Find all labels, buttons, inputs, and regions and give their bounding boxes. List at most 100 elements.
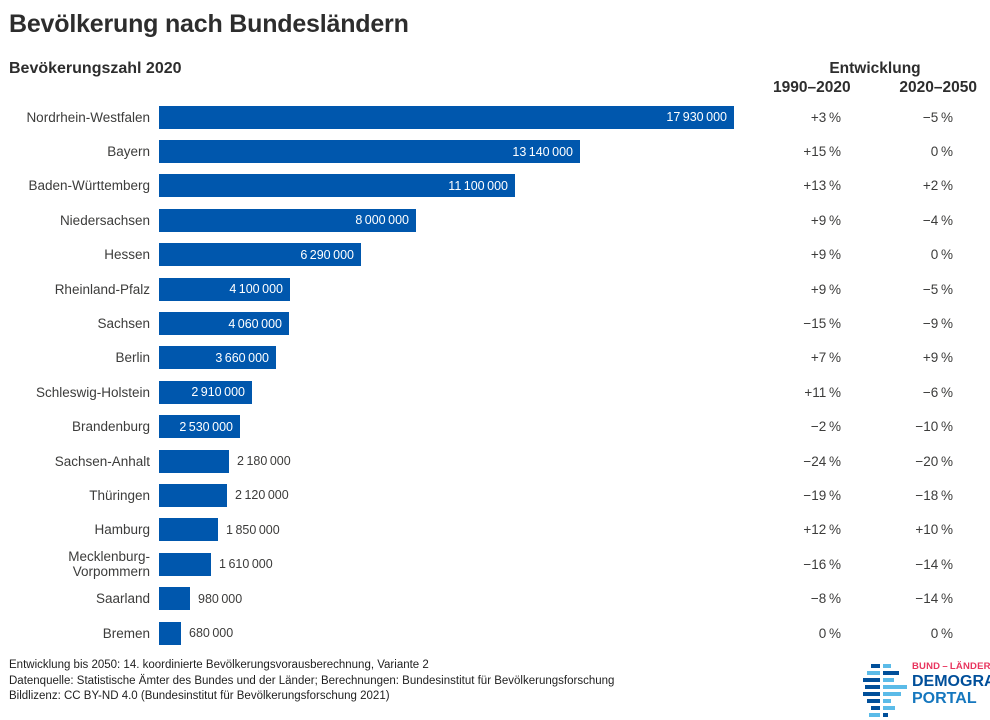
bar-value-label: 6 290 000	[300, 247, 354, 262]
bar-track: 17 930 000	[159, 105, 746, 129]
bar-value-label: 1 850 000	[226, 522, 280, 537]
logo-icon-segment	[883, 692, 901, 696]
logo-icon-segment	[867, 699, 880, 703]
state-label: Baden-Württemberg	[28, 178, 150, 194]
population-bar: 2 910 000	[159, 380, 252, 404]
pct-2020-2050: −5 %	[922, 109, 953, 125]
logo-icon-left-cell	[862, 664, 880, 668]
bar-track: 680 000	[159, 621, 746, 645]
pct-2020-2050: −4 %	[922, 212, 953, 228]
logo-icon-segment	[883, 664, 891, 668]
logo-icon-segment	[883, 671, 899, 675]
logo-text: BUND – LÄNDER DEMOGRAFIE PORTAL	[912, 661, 990, 708]
bar-track: 11 100 000	[159, 174, 746, 198]
state-label: Schleswig-Holstein	[35, 384, 150, 400]
logo-demografie: DEMOGRAFIE	[912, 673, 990, 690]
pct-1990-2020: −19 %	[803, 487, 841, 503]
chart-row: Saarland 980 000 −8 % −14 %	[0, 581, 953, 615]
demografie-portal-logo: BUND – LÄNDER DEMOGRAFIE PORTAL	[862, 661, 990, 717]
state-label: Nordrhein-Westfalen	[26, 109, 150, 125]
logo-icon-segment	[867, 671, 880, 675]
logo-icon-left-cell	[862, 685, 880, 689]
footnote-line-3: Bildlizenz: CC BY-ND 4.0 (Bundesinstitut…	[9, 690, 390, 703]
pct-1990-2020: −15 %	[803, 316, 841, 332]
logo-icon-left-cell	[862, 699, 880, 703]
logo-icon-right-cell	[883, 678, 908, 682]
state-label: Hamburg	[94, 522, 150, 538]
development-header-years: 1990–2020 2020–2050	[773, 79, 977, 97]
pct-2020-2050: −14 %	[915, 591, 953, 607]
bar-value-label: 4 100 000	[229, 282, 283, 297]
bar-value-label: 2 530 000	[179, 419, 233, 434]
logo-icon-segment	[865, 685, 880, 689]
logo-icon-right-cell	[883, 713, 908, 717]
development-column-header: Entwicklung 1990–2020 2020–2050	[773, 60, 977, 97]
logo-icon-left-cell	[862, 713, 880, 717]
population-bar	[159, 449, 229, 473]
chart-row: Mecklenburg-Vorpommern 1 610 000 −16 % −14 …	[0, 547, 953, 581]
pct-2020-2050: 0 %	[930, 625, 953, 641]
col-header-2020-2050: 2020–2050	[899, 79, 977, 96]
logo-icon-segment	[883, 678, 894, 682]
bar-value-label: 17 930 000	[666, 110, 727, 125]
population-bar: 3 660 000	[159, 346, 276, 370]
bar-track: 6 290 000	[159, 243, 746, 267]
state-label: Saarland	[95, 591, 150, 607]
pct-1990-2020: +11 %	[804, 384, 841, 400]
bar-track: 13 140 000	[159, 140, 746, 164]
logo-icon-segment	[883, 706, 895, 710]
chart-row: Berlin 3 660 000 +7 % +9 %	[0, 341, 953, 375]
pct-1990-2020: −8 %	[810, 591, 841, 607]
state-label: Sachsen-Anhalt	[54, 453, 150, 469]
logo-icon-right-cell	[883, 685, 908, 689]
logo-icon-row	[862, 692, 908, 696]
col-header-1990-2020: 1990–2020	[773, 79, 851, 96]
population-bar	[159, 518, 218, 542]
chart-row: Sachsen 4 060 000 −15 % −9 %	[0, 306, 953, 340]
logo-icon-right-cell	[883, 699, 908, 703]
logo-icon-row	[862, 671, 908, 675]
bar-track: 2 120 000	[159, 483, 746, 507]
logo-icon-segment	[869, 713, 880, 717]
bar-track: 4 100 000	[159, 277, 746, 301]
population-bar	[159, 483, 227, 507]
state-label: Rheinland-Pfalz	[54, 281, 150, 297]
population-bar: 8 000 000	[159, 208, 416, 232]
pct-1990-2020: −2 %	[810, 419, 841, 435]
state-label: Sachsen	[97, 315, 150, 331]
population-bar	[159, 552, 211, 576]
logo-icon-segment	[863, 678, 880, 682]
pct-1990-2020: 0 %	[818, 625, 841, 641]
chart-row: Baden-Württemberg 11 100 000 +13 % +2 %	[0, 169, 953, 203]
state-label: Hessen	[104, 247, 150, 263]
bar-value-label: 2 180 000	[237, 454, 291, 469]
state-label: Bayern	[107, 144, 150, 160]
logo-icon-row	[862, 706, 908, 710]
state-label: Brandenburg	[71, 419, 150, 435]
pct-2020-2050: +9 %	[922, 350, 953, 366]
logo-icon-right-cell	[883, 671, 908, 675]
state-label: Mecklenburg-Vorpommern	[68, 549, 150, 580]
population-bar	[159, 587, 190, 611]
pct-1990-2020: −16 %	[803, 556, 841, 572]
bar-value-label: 680 000	[189, 626, 234, 641]
pct-2020-2050: 0 %	[930, 144, 953, 160]
bar-value-label: 8 000 000	[355, 213, 409, 228]
pct-2020-2050: −18 %	[915, 487, 953, 503]
bar-value-label: 11 100 000	[448, 178, 508, 193]
logo-icon-segment	[863, 692, 880, 696]
bar-value-label: 1 610 000	[219, 557, 273, 572]
chart-row: Bayern 13 140 000 +15 % 0 %	[0, 134, 953, 168]
logo-portal: PORTAL	[912, 689, 977, 707]
bar-value-label: 2 910 000	[191, 385, 245, 400]
logo-icon-segment	[871, 706, 880, 710]
bar-value-label: 2 120 000	[235, 488, 289, 503]
chart-row: Bremen 680 000 0 % 0 %	[0, 616, 953, 650]
pct-1990-2020: +12 %	[803, 522, 841, 538]
logo-icon-row	[862, 678, 908, 682]
logo-icon-row	[862, 685, 908, 689]
bar-track: 2 180 000	[159, 449, 746, 473]
state-label: Niedersachsen	[59, 212, 150, 228]
bar-track: 8 000 000	[159, 208, 746, 232]
